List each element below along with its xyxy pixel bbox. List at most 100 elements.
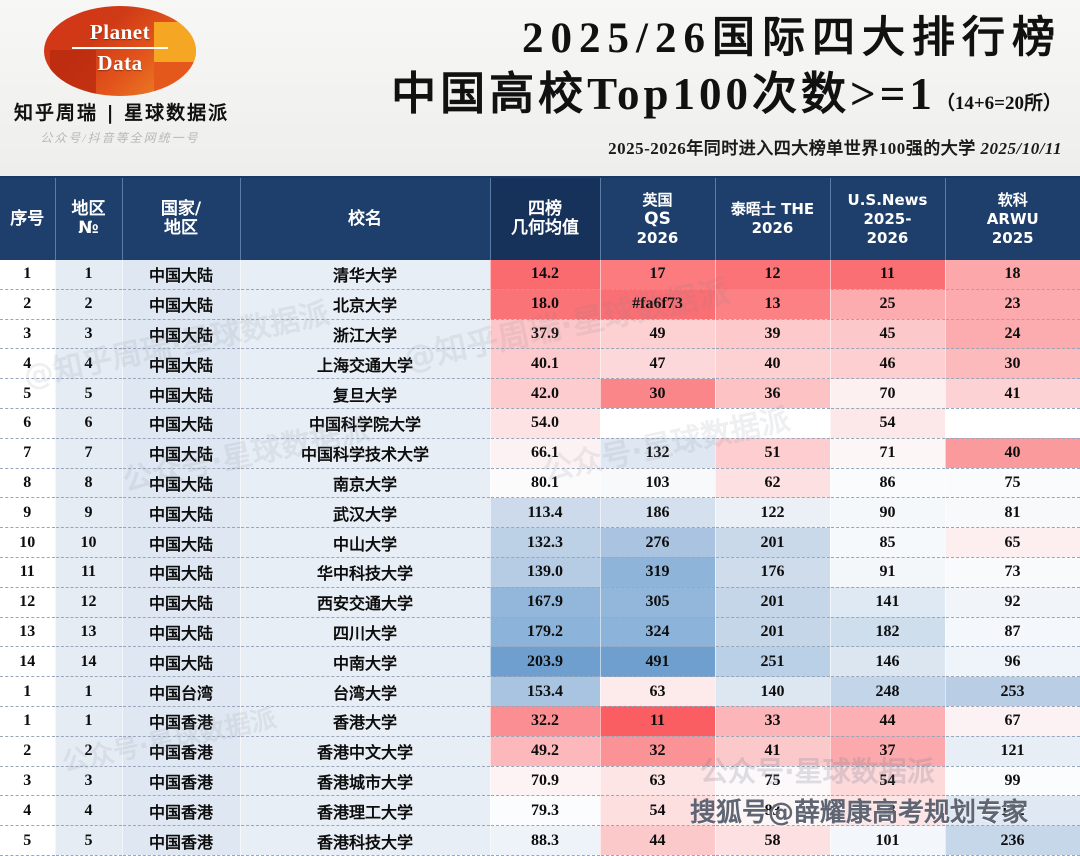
table-row[interactable]: 1 1 中国香港 香港大学 32.2 11 33 44 67	[0, 706, 1080, 737]
table-row[interactable]: 8 8 中国大陆 南京大学 80.1 103 62 86 75	[0, 468, 1080, 499]
cell-usnews: 141	[830, 587, 946, 618]
col-header-region-no-top: 地区	[71, 199, 106, 219]
col-header-country-bottom: 地区	[164, 218, 198, 238]
table-row[interactable]: 13 13 中国大陆 四川大学 179.2 324 201 182 87	[0, 617, 1080, 648]
col-header-usnews[interactable]: U.S.News 2025- 2026	[830, 177, 946, 260]
cell-arwu: 87	[945, 617, 1080, 648]
cell-the: 12	[715, 260, 831, 290]
cell-usnews: 54	[830, 408, 946, 439]
table-row[interactable]: 2 2 中国大陆 北京大学 18.0 #fa6f73 13 25 23	[0, 289, 1080, 320]
cell-index: 4	[0, 348, 56, 380]
cell-geomean: 139.0	[490, 557, 601, 588]
cell-arwu	[945, 408, 1080, 439]
cell-usnews: 85	[830, 527, 946, 558]
table-row[interactable]: 4 4 中国大陆 上海交通大学 40.1 47 40 46 30	[0, 348, 1080, 380]
cell-the: 13	[715, 289, 831, 320]
col-header-the-top: 泰晤士 THE	[730, 200, 815, 218]
table-row[interactable]: 10 10 中国大陆 中山大学 132.3 276 201 85 65	[0, 527, 1080, 558]
table-row[interactable]: 3 3 中国香港 香港城市大学 70.9 63 75 54 99	[0, 766, 1080, 797]
cell-school-name: 中南大学	[240, 646, 491, 678]
col-header-geomean-top: 四榜	[528, 199, 562, 219]
col-header-school[interactable]: 校名	[240, 177, 491, 260]
table-row[interactable]: 5 5 中国香港 香港科技大学 88.3 44 58 101 236	[0, 825, 1080, 856]
cell-region-no: 6	[55, 408, 123, 439]
cell-country: 中国大陆	[122, 557, 241, 588]
cell-index: 6	[0, 408, 56, 439]
table-row[interactable]: 3 3 中国大陆 浙江大学 37.9 49 39 45 24	[0, 319, 1080, 350]
cell-qs: 54	[600, 795, 716, 827]
cell-school-name: 武汉大学	[240, 497, 491, 529]
cell-geomean: 54.0	[490, 408, 601, 439]
cell-qs: 305	[600, 587, 716, 618]
col-header-arwu-bottom: 2025	[991, 228, 1034, 247]
cell-region-no: 4	[55, 795, 123, 827]
cell-arwu: 23	[945, 289, 1080, 320]
cell-index: 5	[0, 378, 56, 409]
col-header-index[interactable]: 序号	[0, 177, 56, 260]
cell-qs: 11	[600, 706, 716, 737]
cell-the: 122	[715, 497, 831, 529]
table-row[interactable]: 2 2 中国香港 香港中文大学 49.2 32 41 37 121	[0, 736, 1080, 767]
cell-usnews: 37	[830, 736, 946, 767]
brand-name-cn: 知乎周瑞 | 星球数据派	[14, 102, 230, 124]
cell-arwu: 96	[945, 646, 1080, 678]
cell-index: 1	[0, 260, 56, 290]
cell-index: 11	[0, 557, 56, 588]
cell-geomean: 37.9	[490, 319, 601, 350]
table-row[interactable]: 5 5 中国大陆 复旦大学 42.0 30 36 70 41	[0, 378, 1080, 409]
cell-country: 中国大陆	[122, 348, 241, 380]
col-header-qs[interactable]: 英国 QS 2026	[600, 177, 716, 260]
cell-country: 中国大陆	[122, 497, 241, 529]
cell-country: 中国大陆	[122, 527, 241, 558]
col-header-usnews-top: U.S.News	[847, 190, 928, 209]
table-row[interactable]: 12 12 中国大陆 西安交通大学 167.9 305 201 141 92	[0, 587, 1080, 618]
col-header-region-no[interactable]: 地区 №	[55, 177, 123, 260]
col-header-country[interactable]: 国家/ 地区	[122, 177, 241, 260]
cell-qs: 44	[600, 825, 716, 856]
cell-index: 2	[0, 736, 56, 767]
table-row[interactable]: 4 4 中国香港 香港理工大学 79.3 54 83 58 152	[0, 795, 1080, 827]
page-header: Planet Data 知乎周瑞 | 星球数据派 公众号/抖音等全网统一号 20…	[0, 0, 1080, 176]
cell-geomean: 132.3	[490, 527, 601, 558]
cell-region-no: 9	[55, 497, 123, 529]
col-header-arwu[interactable]: 软科 ARWU 2025	[945, 177, 1080, 260]
ranking-table: 序号 地区 № 国家/ 地区 校名 四榜 几何均值 英国	[0, 176, 1080, 856]
col-header-qs-bottom: 2026	[636, 228, 679, 247]
cell-usnews: 71	[830, 438, 946, 469]
cell-school-name: 华中科技大学	[240, 557, 491, 588]
col-header-geomean[interactable]: 四榜 几何均值	[490, 177, 601, 260]
cell-arwu: 67	[945, 706, 1080, 737]
cell-arwu: 65	[945, 527, 1080, 558]
table-row[interactable]: 7 7 中国大陆 中国科学技术大学 66.1 132 51 71 40	[0, 438, 1080, 469]
table-row[interactable]: 14 14 中国大陆 中南大学 203.9 491 251 146 96	[0, 646, 1080, 678]
cell-the: 39	[715, 319, 831, 350]
cell-index: 5	[0, 825, 56, 856]
cell-region-no: 2	[55, 289, 123, 320]
cell-the: 36	[715, 378, 831, 409]
cell-country: 中国香港	[122, 706, 241, 737]
cell-country: 中国大陆	[122, 587, 241, 618]
col-header-the[interactable]: 泰晤士 THE 2026	[715, 177, 831, 260]
brand-logo: Planet Data 知乎周瑞 | 星球数据派 公众号/抖音等全网统一号	[14, 4, 230, 150]
table-row[interactable]: 1 1 中国台湾 台湾大学 153.4 63 140 248 253	[0, 676, 1080, 707]
cell-region-no: 8	[55, 468, 123, 499]
table-row[interactable]: 9 9 中国大陆 武汉大学 113.4 186 122 90 81	[0, 497, 1080, 529]
cell-index: 13	[0, 617, 56, 648]
cell-school-name: 香港科技大学	[240, 825, 491, 856]
cell-geomean: 70.9	[490, 766, 601, 797]
table-row[interactable]: 6 6 中国大陆 中国科学院大学 54.0 54	[0, 408, 1080, 439]
cell-usnews: 91	[830, 557, 946, 588]
table-row[interactable]: 1 1 中国大陆 清华大学 14.2 17 12 11 18	[0, 260, 1080, 290]
cell-arwu: 41	[945, 378, 1080, 409]
col-header-school-label: 校名	[348, 208, 382, 229]
cell-arwu: 40	[945, 438, 1080, 469]
cell-geomean: 32.2	[490, 706, 601, 737]
cell-school-name: 上海交通大学	[240, 348, 491, 380]
cell-usnews: 101	[830, 825, 946, 856]
cell-usnews: 11	[830, 260, 946, 290]
table-row[interactable]: 11 11 中国大陆 华中科技大学 139.0 319 176 91 73	[0, 557, 1080, 588]
cell-arwu: 92	[945, 587, 1080, 618]
page-subtitle: 2025-2026年同时进入四大榜单世界100强的大学 2025/10/11	[222, 134, 1070, 159]
cell-school-name: 香港大学	[240, 706, 491, 737]
cell-the: 40	[715, 348, 831, 380]
